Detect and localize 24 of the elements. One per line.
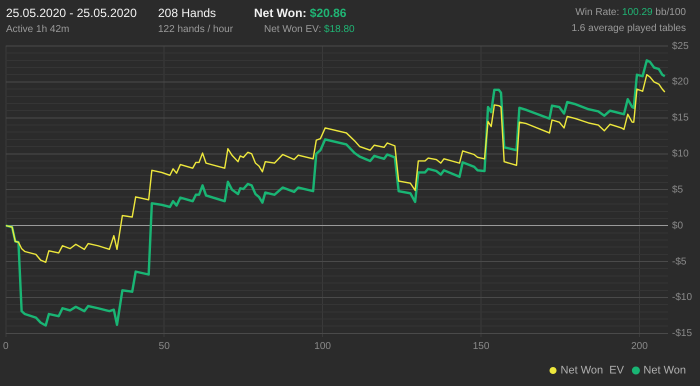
- y-tick-label: $25: [672, 40, 690, 52]
- text: Win Rate: 100.29 bb/100: [575, 7, 686, 18]
- text: Net Won: $20.86: [254, 6, 346, 20]
- y-tick-label: -$15: [672, 328, 692, 340]
- x-tick-label: 50: [158, 340, 170, 352]
- text: 208 Hands: [158, 6, 216, 20]
- y-tick-label: $15: [672, 112, 690, 124]
- y-tick-label: $10: [672, 148, 690, 160]
- text: 1.6 average played tables: [571, 23, 686, 34]
- x-tick-label: 200: [631, 340, 648, 352]
- y-tick-label: $5: [672, 184, 684, 196]
- y-tick-label: -$10: [672, 292, 692, 304]
- y-tick-label: $0: [672, 220, 684, 232]
- legend-label: Net Won EV: [560, 364, 625, 377]
- chart-subtitle: Active 1h 42m: [6, 24, 70, 35]
- text: 122 hands / hour: [158, 24, 234, 35]
- x-tick-label: 100: [314, 340, 332, 352]
- x-tick-label: 150: [472, 340, 490, 352]
- text: Net Won EV: $18.80: [264, 24, 355, 35]
- y-tick-label: -$5: [672, 256, 687, 268]
- x-tick-label: 0: [3, 340, 9, 352]
- legend-label: Net Won: [643, 364, 686, 377]
- chart-title: 25.05.2020 - 25.05.2020: [6, 6, 137, 20]
- y-tick-label: $20: [672, 76, 690, 88]
